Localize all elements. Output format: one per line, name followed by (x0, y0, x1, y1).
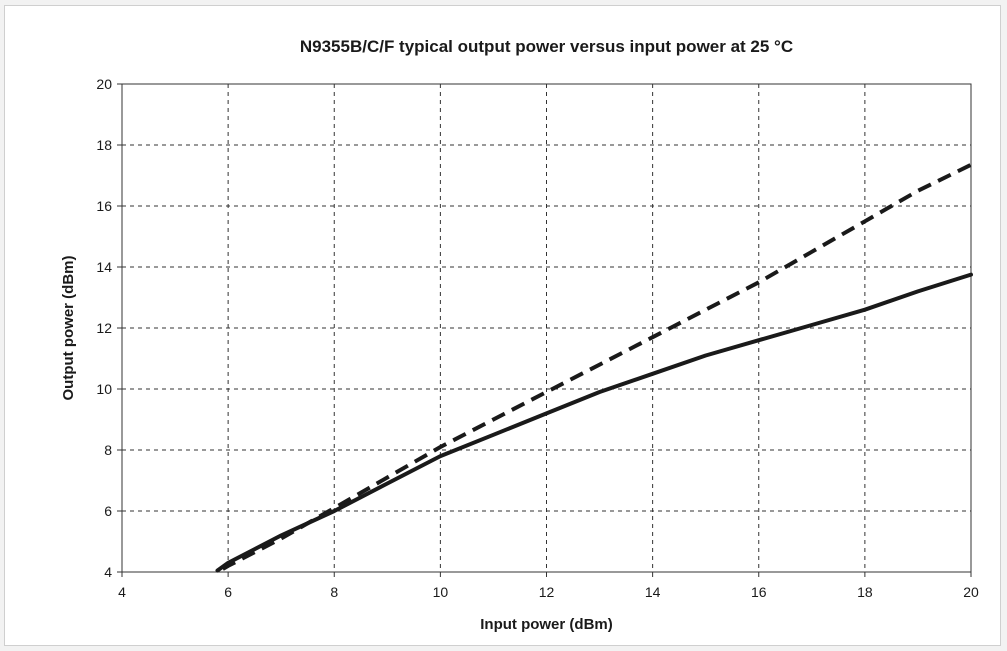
series-lines (215, 163, 973, 573)
x-tick-label: 4 (118, 584, 126, 600)
y-axis-ticks: 4 6 8 10 12 14 16 18 20 (96, 76, 122, 580)
y-tick-label: 10 (96, 381, 112, 397)
x-tick-label: 18 (857, 584, 873, 600)
x-axis-ticks: 4 6 8 10 12 14 16 18 20 (118, 572, 979, 600)
y-tick-label: 14 (96, 259, 112, 275)
y-tick-label: 16 (96, 198, 112, 214)
chart-svg: N9355B/C/F typical output power versus i… (60, 37, 979, 633)
grid (122, 84, 971, 572)
y-tick-label: 4 (104, 564, 112, 580)
figure-frame: N9355B/C/F typical output power versus i… (4, 5, 1001, 646)
y-axis-label: Output power (dBm) (60, 256, 77, 401)
x-tick-label: 20 (963, 584, 979, 600)
y-tick-label: 6 (104, 503, 112, 519)
x-tick-label: 6 (224, 584, 232, 600)
y-tick-label: 8 (104, 442, 112, 458)
x-tick-label: 12 (539, 584, 555, 600)
y-tick-label: 18 (96, 137, 112, 153)
x-tick-label: 8 (330, 584, 338, 600)
y-tick-label: 12 (96, 320, 112, 336)
x-tick-label: 10 (433, 584, 449, 600)
y-tick-label: 20 (96, 76, 112, 92)
x-tick-label: 14 (645, 584, 661, 600)
x-tick-label: 16 (751, 584, 767, 600)
x-axis-label: Input power (dBm) (480, 616, 612, 633)
series-line-solid (215, 272, 973, 573)
chart-title: N9355B/C/F typical output power versus i… (300, 37, 793, 56)
